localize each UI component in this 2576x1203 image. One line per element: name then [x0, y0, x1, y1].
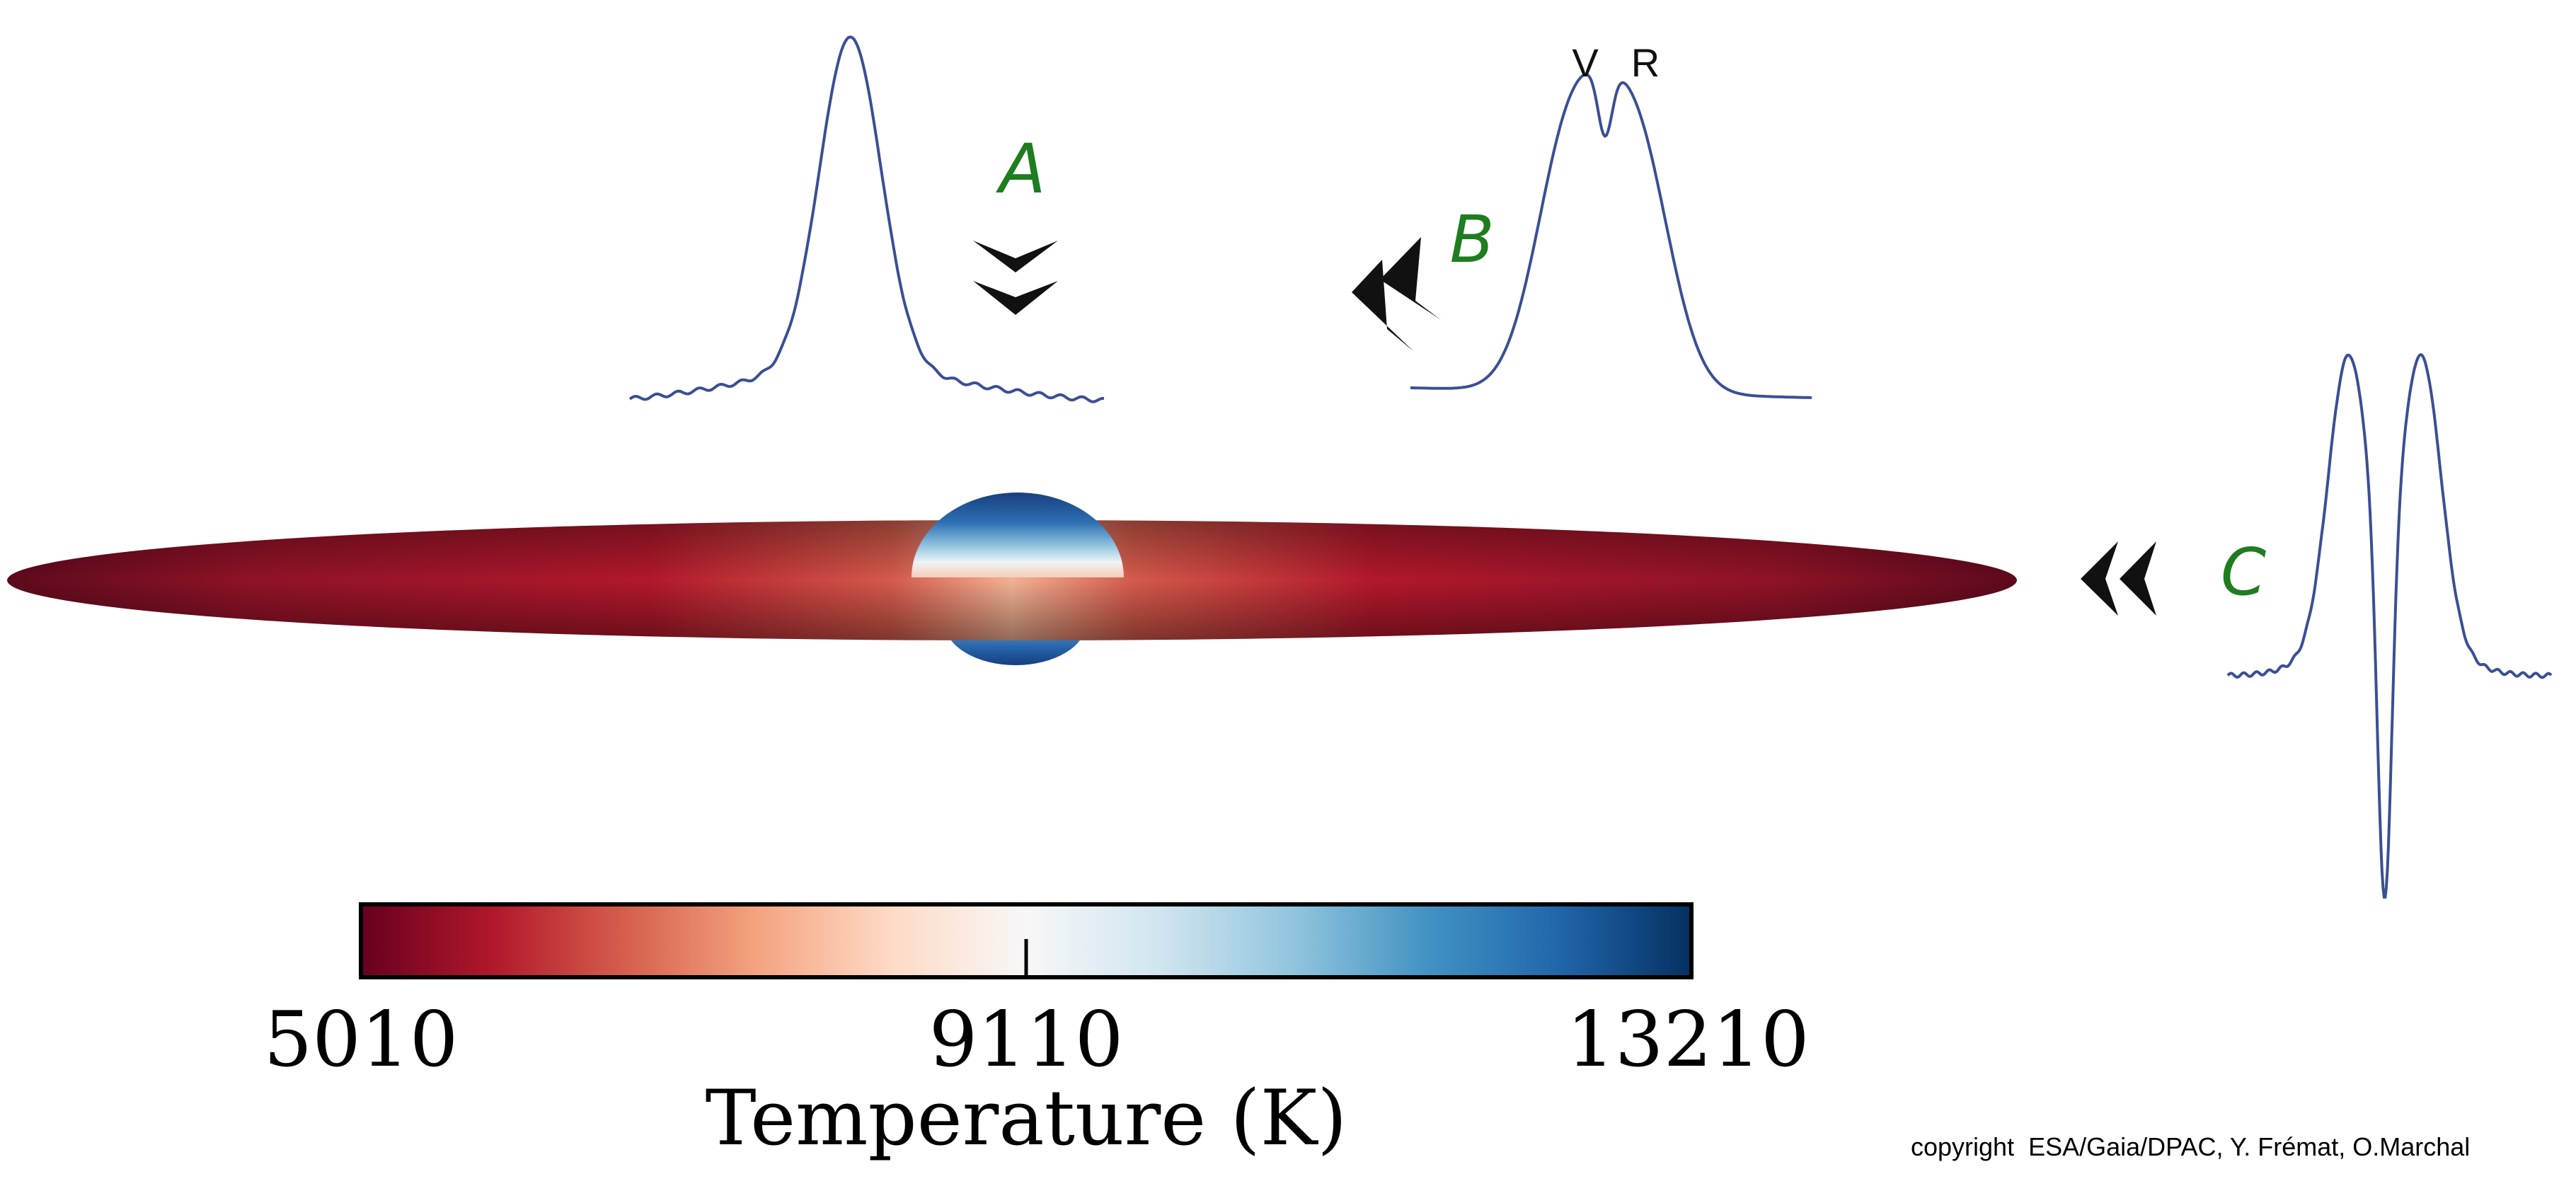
emission-profile-a — [628, 35, 1105, 403]
colorbar-max-label: 13210 — [1566, 996, 1810, 1084]
profile-b-violet-peak-label: V — [1572, 40, 1599, 85]
view-label-c: C — [2221, 534, 2266, 610]
view-direction-arrow-a — [973, 241, 1058, 315]
star-upper-cap — [912, 493, 1124, 577]
emission-profile-b — [1410, 73, 1812, 399]
copyright-notice: copyright ESA/Gaia/DPAC, Y. Frémat, O.Ma… — [1911, 1132, 2470, 1161]
colorbar-mid-label: 9110 — [929, 996, 1124, 1084]
colorbar-min-label: 5010 — [264, 996, 459, 1084]
decretion-disk-shading — [7, 520, 2017, 640]
colorbar-title: Temperature (K) — [706, 1074, 1347, 1163]
view-label-b: B — [1449, 202, 1494, 277]
view-direction-arrow-b — [1352, 237, 1441, 352]
view-label-a: A — [995, 129, 1046, 209]
profile-b-red-peak-label: R — [1631, 40, 1660, 85]
emission-profile-c — [2226, 353, 2553, 899]
be-star-model — [7, 493, 2017, 665]
view-direction-arrow-c — [2081, 541, 2156, 616]
